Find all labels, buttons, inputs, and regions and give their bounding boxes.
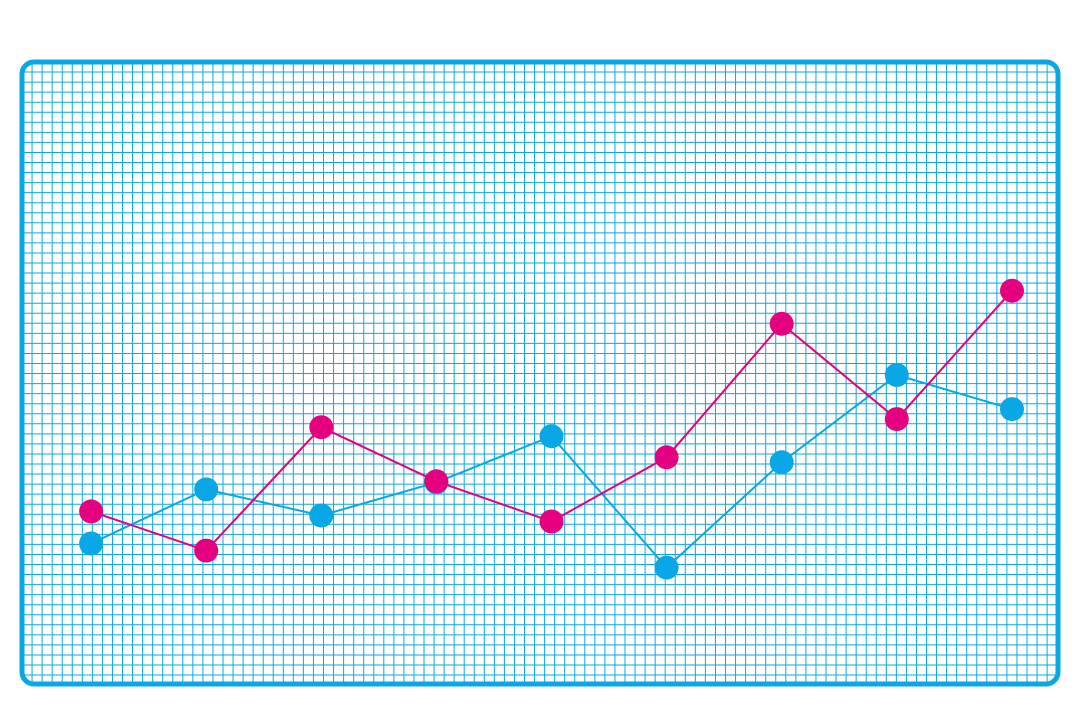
- series-2-point-5: [539, 509, 564, 534]
- series-1-point-5: [539, 424, 564, 449]
- series-2: [79, 278, 1024, 563]
- series-2-point-9: [1000, 278, 1024, 303]
- series-2-point-2: [194, 538, 219, 563]
- series-1-point-6: [654, 555, 679, 580]
- series-2-point-7: [769, 311, 794, 336]
- series-2-point-4: [424, 469, 449, 494]
- series-1: [79, 363, 1024, 580]
- series-2-point-3: [309, 415, 334, 440]
- series-1-point-7: [769, 450, 794, 475]
- chart-frame: [19, 59, 1061, 687]
- series-2-point-8: [884, 407, 909, 432]
- series-1-point-3: [309, 503, 334, 528]
- series-1-point-1: [79, 531, 104, 556]
- series-2-point-1: [79, 499, 104, 524]
- series-2-point-6: [654, 445, 679, 470]
- series-1-point-8: [884, 363, 909, 387]
- series-layer: [79, 278, 1024, 580]
- series-1-point-2: [194, 477, 219, 502]
- series-1-point-9: [1000, 397, 1024, 422]
